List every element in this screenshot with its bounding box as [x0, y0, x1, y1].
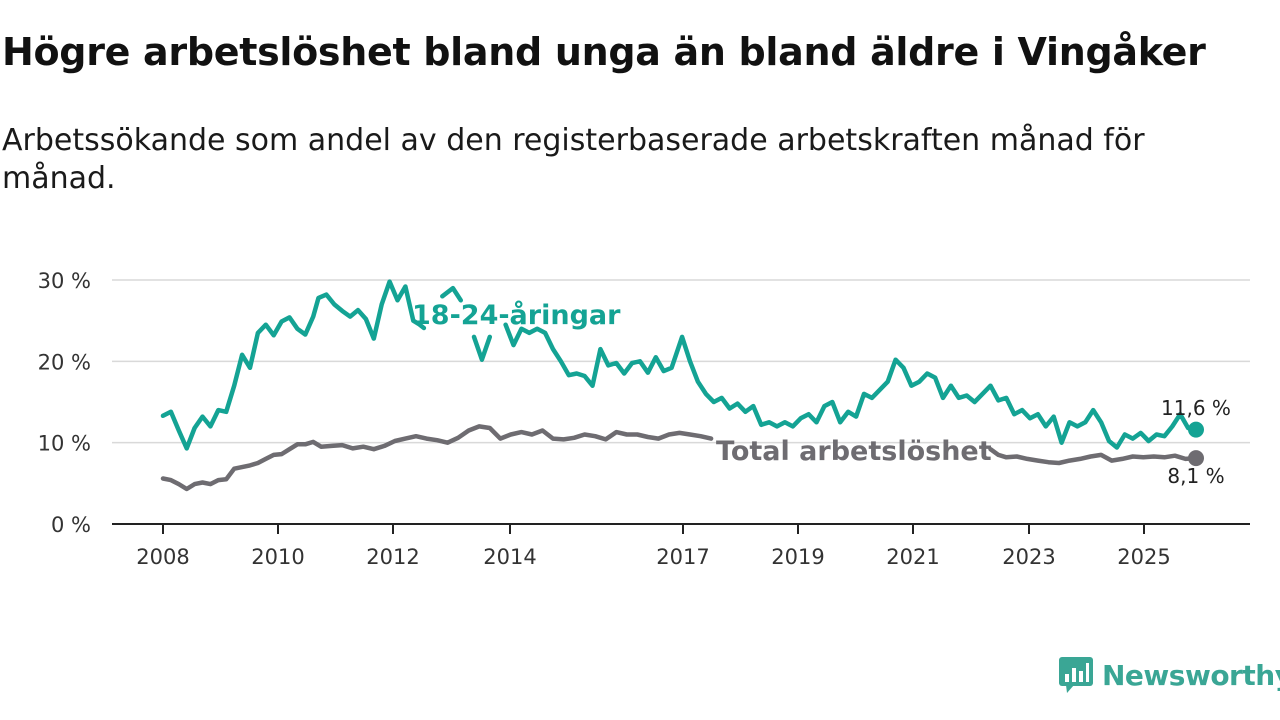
y-axis-ticks: 0 % 10 % 20 % 30 % — [38, 269, 91, 537]
x-tick-label: 2017 — [656, 545, 709, 569]
y-tick-label: 20 % — [38, 350, 91, 374]
series-line-total-segment — [988, 446, 1199, 466]
series-label-youth: 18-24-åringar — [412, 299, 621, 331]
x-axis: 2008 2010 2012 2014 2017 2019 2021 2023 2025 — [112, 523, 1250, 569]
newsworthy-logo-icon — [1059, 657, 1093, 693]
end-value-total: 8,1 % — [1167, 464, 1224, 488]
brand-logo: Newsworthy — [1058, 655, 1280, 695]
x-tick-label: 2025 — [1117, 545, 1170, 569]
x-tick-label: 2014 — [483, 545, 536, 569]
x-tick-label: 2021 — [886, 545, 939, 569]
grid-lines — [112, 279, 1250, 444]
series-line-youth-segment — [160, 279, 427, 451]
chart-title: Högre arbetslöshet bland unga än bland ä… — [2, 30, 1206, 74]
series-line-youth-segment — [503, 322, 1199, 450]
y-tick-label: 10 % — [38, 432, 91, 456]
end-point-youth — [1188, 421, 1204, 438]
y-tick-label: 30 % — [38, 269, 91, 293]
series-line-youth-segment — [440, 285, 464, 303]
chart-subtitle: Arbetssökande som andel av den registerb… — [2, 123, 1145, 196]
series-labels: 18-24-åringar Total arbetslöshet 11,6 % … — [412, 299, 1231, 488]
x-tick-label: 2012 — [366, 545, 419, 569]
x-tick-label: 2019 — [771, 545, 824, 569]
series-line-youth-segment — [471, 334, 493, 362]
series-line-total-segment — [160, 424, 714, 492]
brand-name: Newsworthy — [1102, 658, 1280, 692]
series-lines — [160, 279, 1204, 492]
end-point-total — [1188, 450, 1204, 467]
end-value-youth: 11,6 % — [1161, 396, 1231, 420]
x-tick-label: 2023 — [1002, 545, 1055, 569]
series-label-total: Total arbetslöshet — [716, 436, 992, 467]
x-tick-label: 2008 — [136, 545, 189, 569]
x-tick-label: 2010 — [251, 545, 304, 569]
y-tick-label: 0 % — [51, 513, 91, 537]
